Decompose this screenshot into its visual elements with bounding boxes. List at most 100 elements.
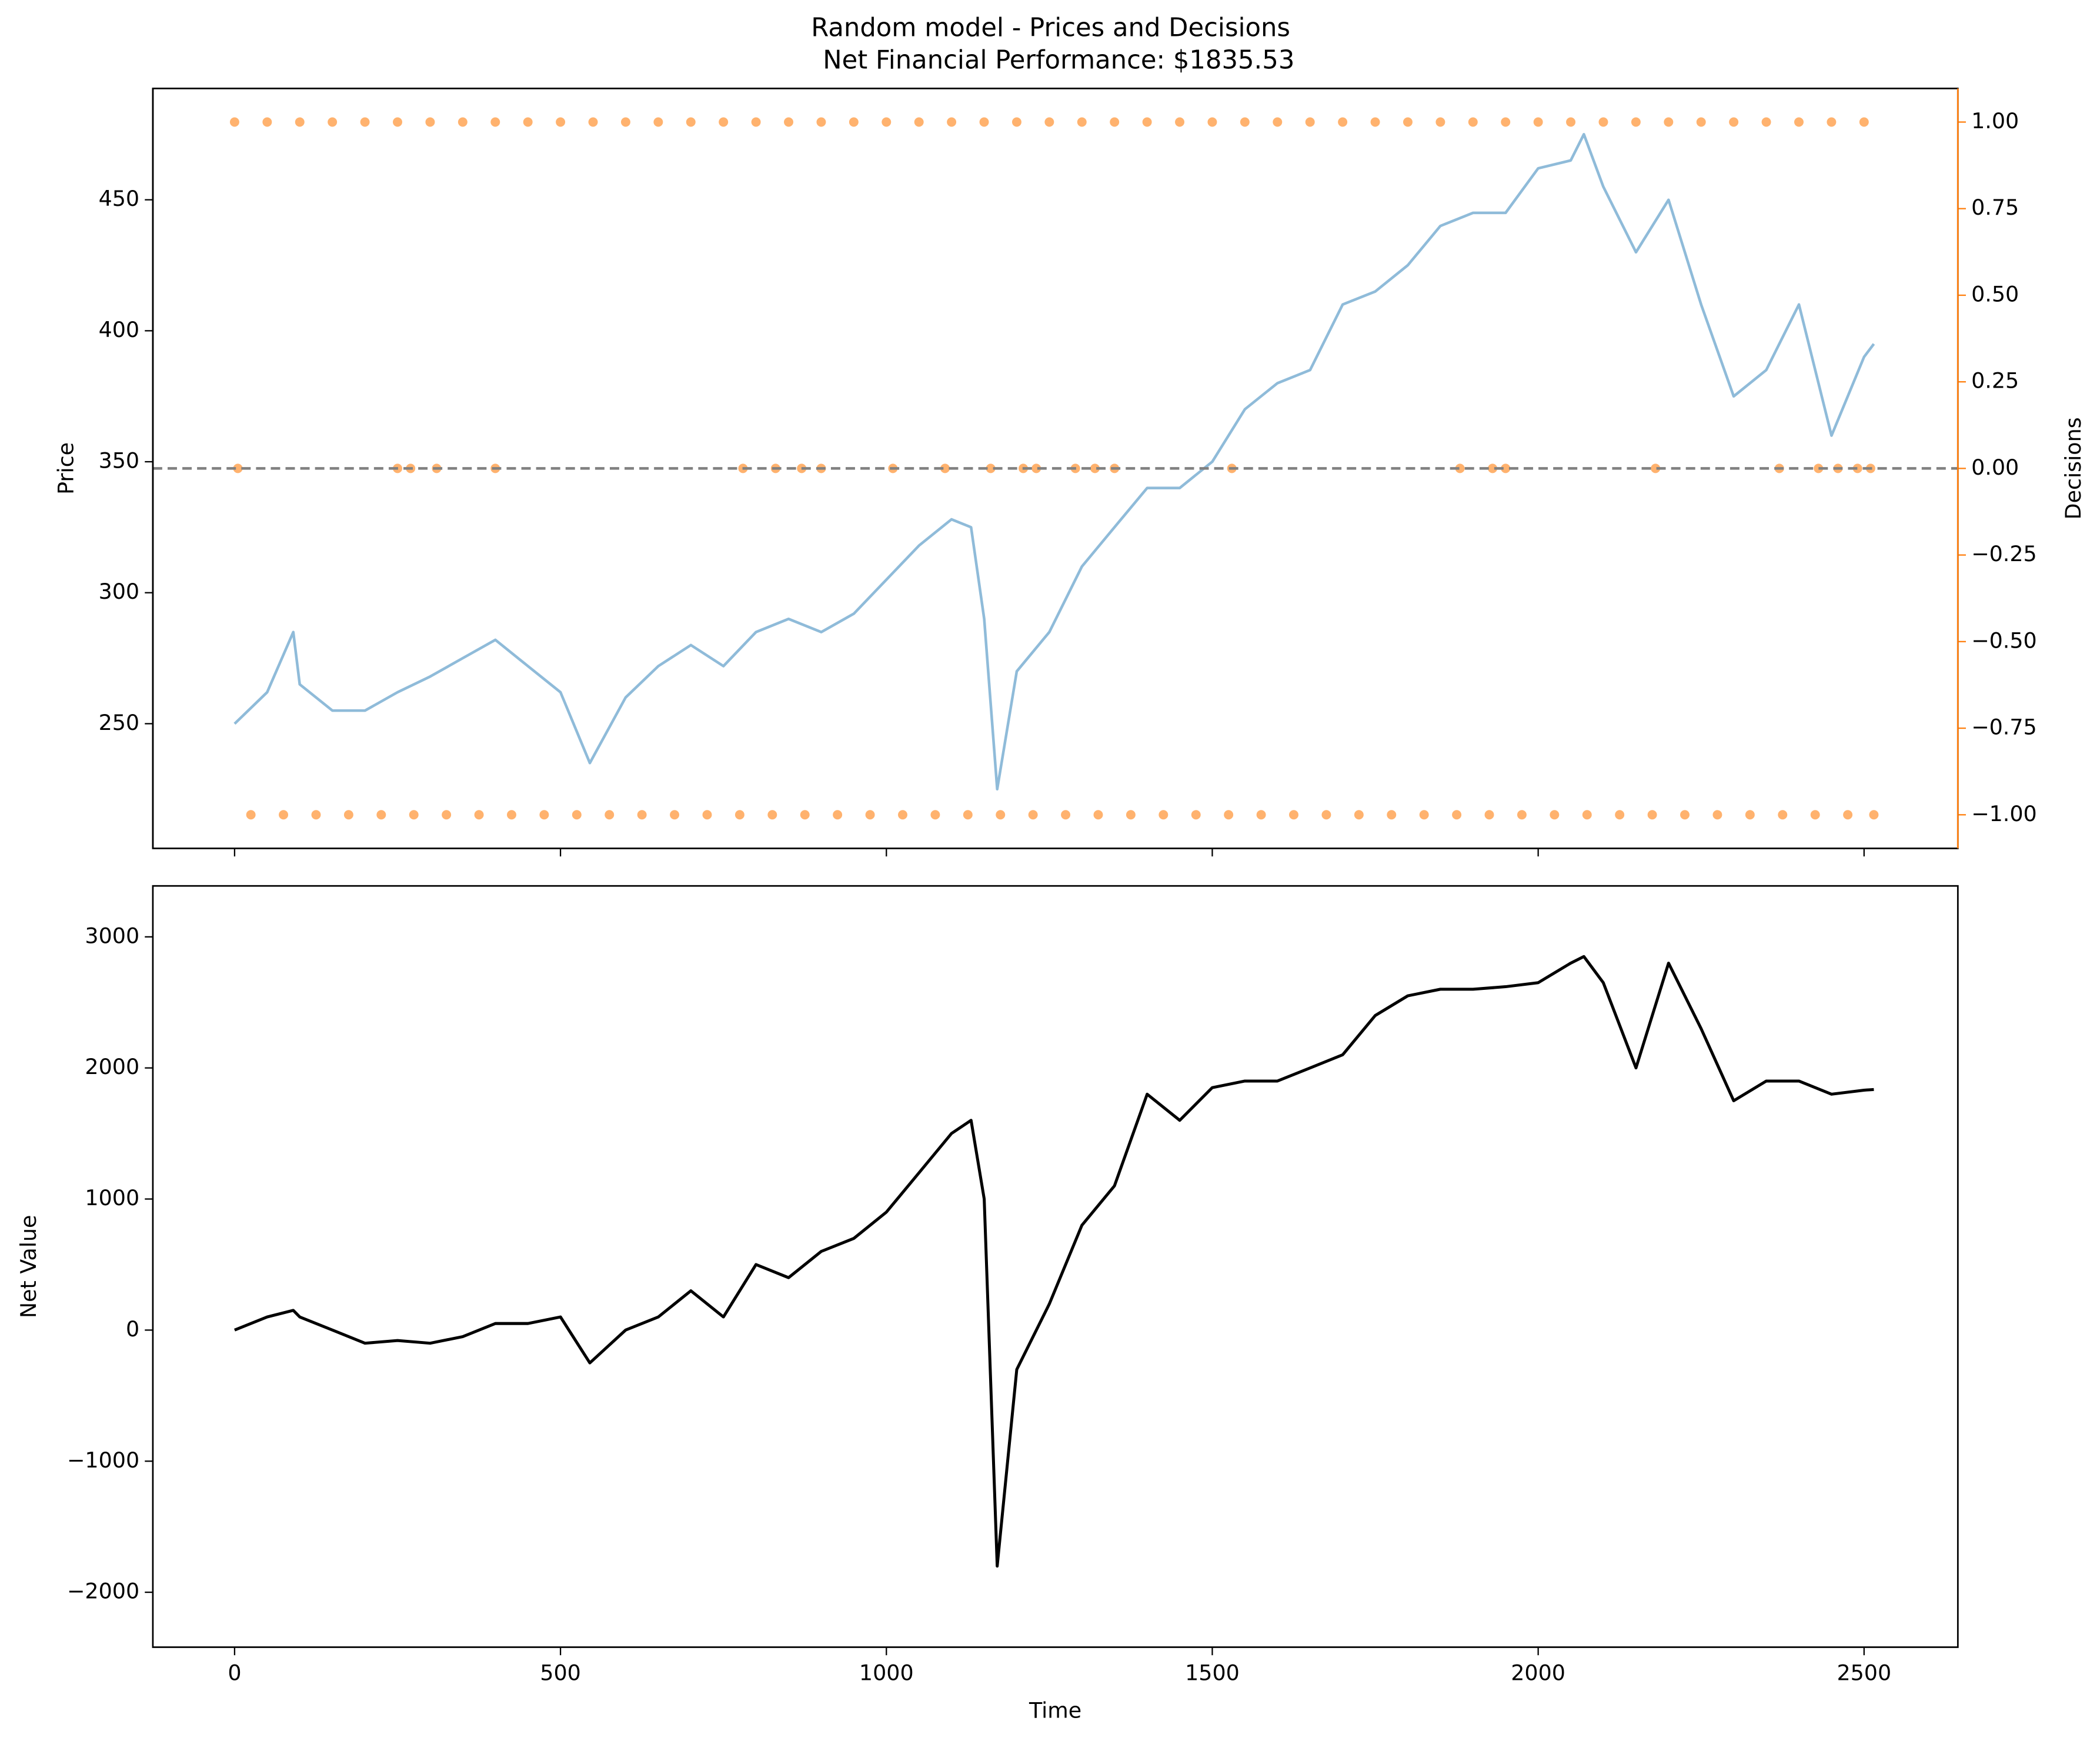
decision-point [1093, 810, 1103, 820]
decision-point [1090, 463, 1100, 473]
decision-point [865, 810, 875, 820]
decision-point [328, 117, 338, 127]
decision-point [1501, 117, 1511, 127]
decision-point [1843, 810, 1853, 820]
y-tick-label: 450 [99, 186, 140, 211]
chart-subtitle: Net Financial Performance: $1835.53 [823, 45, 1294, 75]
y-tick-label: 400 [99, 317, 140, 342]
y2-tick-label: −0.50 [1971, 628, 2037, 653]
decision-point [1256, 810, 1266, 820]
decision-point [1827, 117, 1837, 127]
decision-point [1031, 463, 1041, 473]
decision-point [930, 810, 940, 820]
y2-tick-label: −0.75 [1971, 715, 2037, 740]
decision-point [1794, 117, 1804, 127]
decision-point [1517, 810, 1527, 820]
x-tick-label: 500 [540, 1660, 581, 1686]
decision-point [1488, 463, 1498, 473]
decision-point [1859, 117, 1869, 127]
decision-point [1533, 117, 1543, 127]
decision-point [539, 810, 549, 820]
y2-tick-label: −0.25 [1971, 541, 2037, 566]
decision-point [393, 117, 402, 127]
decision-point [1810, 810, 1820, 820]
plot-frame [152, 885, 1959, 1648]
y2-tick-label: 0.50 [1971, 281, 2019, 306]
y-axis-label: Net Value [16, 1215, 41, 1319]
decision-point [376, 810, 386, 820]
decision-point [1191, 810, 1201, 820]
decision-point [233, 463, 243, 473]
decision-point [1207, 117, 1217, 127]
decision-point [1370, 117, 1380, 127]
decision-point [1289, 810, 1298, 820]
decision-point [295, 117, 305, 127]
decision-point [1468, 117, 1478, 127]
decision-point [1761, 117, 1771, 127]
decision-point [767, 810, 777, 820]
decision-point [620, 117, 630, 127]
decision-point [1647, 810, 1657, 820]
decision-point [442, 810, 452, 820]
decision-point [360, 117, 370, 127]
decision-point [1435, 117, 1445, 127]
y2-tick-label: 0.25 [1971, 368, 2019, 393]
decision-point [986, 463, 996, 473]
y-tick-label: −2000 [67, 1579, 139, 1604]
decision-point [588, 117, 598, 127]
decision-point [1729, 117, 1739, 127]
decision-point [1338, 117, 1348, 127]
decision-point [979, 117, 989, 127]
decision-point [246, 810, 256, 820]
decision-point [637, 810, 647, 820]
decision-point [1582, 810, 1592, 820]
y-tick-label: 2000 [85, 1054, 139, 1079]
decision-point [572, 810, 582, 820]
decision-point [1664, 117, 1674, 127]
decision-point [474, 810, 484, 820]
decision-point [670, 810, 680, 820]
decision-point [1680, 810, 1690, 820]
decision-point [605, 810, 615, 820]
decision-point [751, 117, 761, 127]
decision-point [1778, 810, 1788, 820]
decision-point [1387, 810, 1397, 820]
decision-point [1403, 117, 1413, 127]
decision-point [800, 810, 810, 820]
decision-point [1240, 117, 1250, 127]
decision-point [1028, 810, 1038, 820]
decision-point [1224, 810, 1234, 820]
decision-point [1598, 117, 1608, 127]
series-line [233, 133, 1875, 791]
decision-point [1142, 117, 1152, 127]
y2-axis-label: Decisions [2061, 417, 2086, 519]
decision-point [996, 810, 1006, 820]
y-tick-label: −1000 [67, 1448, 139, 1473]
y-tick-label: 300 [99, 579, 140, 604]
decision-point [735, 810, 744, 820]
decision-point [229, 117, 239, 127]
x-tick-label: 1500 [1185, 1660, 1240, 1686]
decision-point [1696, 117, 1706, 127]
decision-point [1869, 810, 1879, 820]
decision-point [490, 117, 500, 127]
y2-tick-label: 0.00 [1971, 455, 2019, 480]
decision-point [1712, 810, 1722, 820]
y-tick-label: 250 [99, 710, 140, 735]
x-axis-label: Time [1029, 1697, 1081, 1723]
decision-point [1651, 463, 1661, 473]
x-tick-label: 0 [228, 1660, 241, 1686]
decision-point [1158, 810, 1168, 820]
decision-point [1175, 117, 1185, 127]
decision-point [1852, 463, 1862, 473]
decision-point [1321, 810, 1331, 820]
decision-point [947, 117, 957, 127]
decision-point [882, 117, 892, 127]
decision-point [784, 117, 793, 127]
decision-point [1110, 117, 1120, 127]
decision-point [1061, 810, 1071, 820]
decision-point [940, 463, 950, 473]
x-tick-label: 2500 [1837, 1660, 1891, 1686]
